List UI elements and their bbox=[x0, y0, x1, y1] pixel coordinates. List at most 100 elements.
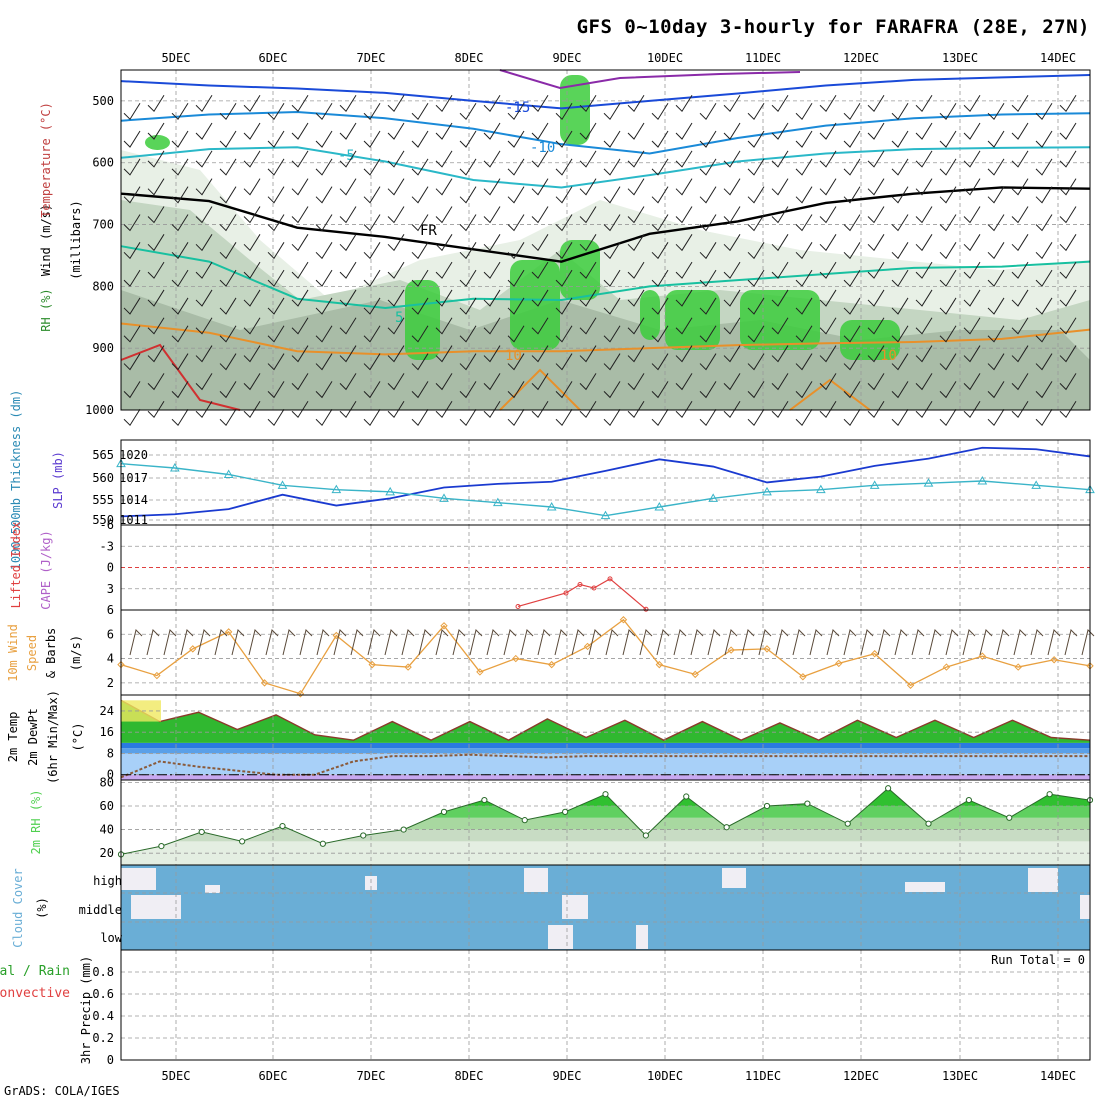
surface-barb-36 bbox=[741, 629, 755, 656]
surface-barb-11 bbox=[316, 629, 330, 656]
wind-barb-171 bbox=[459, 186, 477, 204]
wind-barb-93 bbox=[291, 345, 309, 363]
wind-barb-212 bbox=[531, 317, 549, 335]
wind-barb-438 bbox=[987, 269, 1005, 287]
wind-barb-118 bbox=[339, 373, 357, 391]
surface-barb-43 bbox=[860, 629, 874, 656]
wind-barb-2 bbox=[123, 158, 141, 176]
bottom-xtick-5: 10DEC bbox=[647, 1069, 683, 1083]
wind-barb-472 bbox=[1059, 206, 1077, 224]
wind-ylabel-2: Speed bbox=[25, 635, 39, 671]
cloud-bg bbox=[121, 865, 1090, 950]
wind-barb-167 bbox=[435, 400, 453, 419]
cape-ylabel-cape: CAPE (J/kg) bbox=[39, 530, 53, 609]
wind-barb-84 bbox=[291, 94, 309, 113]
surface-barb-14 bbox=[367, 629, 381, 656]
wind-barb-307 bbox=[723, 289, 741, 307]
wind-barb-92 bbox=[291, 317, 309, 335]
wind-barb-352 bbox=[819, 206, 837, 224]
warm-contour-red bbox=[120, 343, 241, 411]
wind-barb-417 bbox=[939, 353, 957, 371]
cloud-gap-3 bbox=[524, 868, 548, 892]
wind-barb-234 bbox=[579, 261, 597, 279]
upper-ytick-4: 900 bbox=[92, 341, 114, 355]
wind-speed-marker-11 bbox=[512, 654, 520, 663]
wind-barb-229 bbox=[579, 122, 597, 140]
wind-speed-marker-23 bbox=[942, 663, 951, 671]
wind-barb-208 bbox=[531, 206, 549, 224]
wind-barb-220 bbox=[555, 214, 573, 232]
thickness-marker-8 bbox=[546, 501, 557, 511]
thickness-marker-3 bbox=[277, 480, 288, 489]
contour-label-5: 10 bbox=[505, 348, 522, 364]
wind-barb-174 bbox=[459, 269, 477, 287]
surface-barb-22 bbox=[503, 629, 517, 656]
wind-barb-200 bbox=[507, 325, 525, 343]
wind-barb-55 bbox=[219, 297, 237, 315]
wind-barb-43 bbox=[195, 289, 213, 307]
wind-barb-331 bbox=[771, 289, 789, 307]
surface-barb-45 bbox=[894, 629, 908, 656]
wind-barb-368 bbox=[843, 325, 861, 343]
wind-barb-7 bbox=[123, 297, 141, 315]
wind-barb-111 bbox=[339, 178, 357, 196]
rh-band-3 bbox=[121, 805, 1090, 818]
wind-barb-162 bbox=[435, 261, 453, 279]
wind-barb-87 bbox=[291, 178, 309, 196]
surface-barb-49 bbox=[962, 629, 976, 656]
wind-barb-333 bbox=[771, 345, 789, 363]
thickness-marker-17 bbox=[1031, 480, 1042, 489]
wind-barb-24 bbox=[171, 102, 189, 121]
wind-barb-116 bbox=[339, 317, 357, 335]
wind-barb-426 bbox=[963, 261, 981, 279]
rh-marker-21 bbox=[965, 796, 972, 804]
wind-barb-374 bbox=[867, 150, 885, 168]
wind-barb-466 bbox=[1035, 381, 1053, 399]
wind-barb-40 bbox=[195, 206, 213, 224]
isotherm-2 bbox=[120, 146, 1091, 189]
wind-barb-16 bbox=[147, 206, 165, 224]
rh-green-patch-5 bbox=[640, 290, 660, 340]
wind-barb-328 bbox=[771, 206, 789, 224]
wind-barb-310 bbox=[723, 373, 741, 391]
isotherm-top bbox=[499, 69, 801, 90]
wind-barb-20 bbox=[147, 317, 165, 335]
wind-barb-112 bbox=[339, 206, 357, 224]
surface-barb-50 bbox=[979, 629, 993, 656]
wind-barb-419 bbox=[939, 408, 957, 427]
wind-barb-356 bbox=[819, 317, 837, 335]
wind-ylabel-units: (m/s) bbox=[69, 635, 83, 671]
wind-barb-18 bbox=[147, 261, 165, 279]
wind-barb-231 bbox=[579, 178, 597, 196]
wind-barb-214 bbox=[531, 373, 549, 391]
cape-marker-4 bbox=[607, 576, 613, 582]
wind-ylabel-1: 10m Wind bbox=[6, 624, 20, 682]
wind-barb-462 bbox=[1035, 269, 1053, 287]
top-xtick-5: 10DEC bbox=[647, 51, 683, 65]
chart-title: GFS 0~10day 3-hourly for FARAFRA (28E, 2… bbox=[577, 16, 1090, 38]
wind-barb-402 bbox=[915, 261, 933, 279]
wind-barb-422 bbox=[963, 150, 981, 168]
wind-barb-449 bbox=[1011, 234, 1029, 252]
wind-barb-299 bbox=[699, 408, 717, 427]
wind-barb-301 bbox=[723, 122, 741, 140]
wind-barb-287 bbox=[675, 400, 693, 419]
ylabel-rh: RH (%) bbox=[39, 288, 53, 331]
wind-barb-10 bbox=[123, 381, 141, 399]
wind-barb-431 bbox=[963, 400, 981, 419]
wind-barb-460 bbox=[1035, 214, 1053, 232]
wind-barb-268 bbox=[651, 214, 669, 232]
wind-barb-266 bbox=[651, 158, 669, 176]
wind-barb-14 bbox=[147, 150, 165, 168]
surface-barb-21 bbox=[486, 629, 500, 656]
wind-barb-36 bbox=[195, 94, 213, 113]
rh-marker-9 bbox=[481, 796, 488, 804]
wind-barb-361 bbox=[843, 130, 861, 148]
wind-barb-378 bbox=[867, 261, 885, 279]
wind-speed-marker-24 bbox=[978, 652, 987, 660]
surface-barb-2 bbox=[163, 629, 177, 656]
wind-barb-388 bbox=[891, 214, 909, 232]
wind-barb-239 bbox=[579, 400, 597, 419]
wind-barb-13 bbox=[147, 122, 165, 140]
